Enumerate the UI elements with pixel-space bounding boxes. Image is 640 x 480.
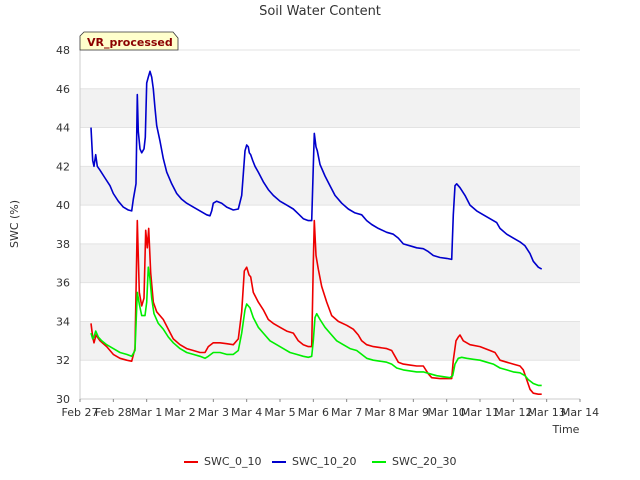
x-axis-title: Time xyxy=(552,423,580,436)
x-tick-label: Mar 14 xyxy=(561,406,599,419)
grid-band xyxy=(80,321,580,361)
x-tick-label: Mar 6 xyxy=(298,406,329,419)
x-tick-label: Mar 7 xyxy=(331,406,362,419)
x-tick-label: Mar 1 xyxy=(131,406,162,419)
x-tick-label: Mar 13 xyxy=(528,406,566,419)
y-tick-label: 32 xyxy=(56,354,70,367)
y-axis-ticks: 30 32 34 36 38 40 42 44 46 48 xyxy=(56,44,70,406)
series-line-swc-10-20 xyxy=(90,70,543,270)
legend-label: SWC_0_10 xyxy=(204,455,262,468)
y-tick-label: 36 xyxy=(56,277,70,290)
x-tick-label: Mar 5 xyxy=(264,406,295,419)
y-tick-label: 42 xyxy=(56,160,70,173)
series-line-swc-20-30 xyxy=(90,266,542,387)
y-tick-label: 46 xyxy=(56,83,70,96)
y-tick-label: 38 xyxy=(56,238,70,251)
series-line-swc-0-10 xyxy=(90,219,542,395)
gridlines xyxy=(80,49,580,400)
y-tick-label: 44 xyxy=(56,122,70,135)
badge-label: VR_processed xyxy=(87,36,173,49)
y-tick-label: 30 xyxy=(56,393,70,406)
x-tick-label: Mar 11 xyxy=(461,406,499,419)
y-tick-label: 48 xyxy=(56,44,70,57)
x-tick-label: Feb 27 xyxy=(62,406,99,419)
vr-processed-badge: VR_processed xyxy=(79,31,179,51)
series-lines xyxy=(90,70,543,395)
x-tick-label: Mar 9 xyxy=(398,406,429,419)
plot-background-bands xyxy=(80,50,580,399)
y-axis-title: SWC (%) xyxy=(8,200,21,248)
x-tick-label: Mar 12 xyxy=(494,406,532,419)
x-tick-label: Mar 4 xyxy=(231,406,262,419)
badge-shape xyxy=(79,31,179,51)
axes xyxy=(79,50,580,400)
legend-label: SWC_10_20 xyxy=(292,455,357,468)
grid-band xyxy=(80,88,580,128)
x-tick-label: Mar 2 xyxy=(164,406,195,419)
x-tick-label: Mar 3 xyxy=(198,406,229,419)
y-tick-label: 34 xyxy=(56,315,70,328)
x-tick-label: Mar 8 xyxy=(364,406,395,419)
legend-label: SWC_20_30 xyxy=(392,455,457,468)
x-tick-label: Mar 10 xyxy=(428,406,466,419)
chart-title: Soil Water Content xyxy=(259,4,381,19)
x-tick-label: Feb 28 xyxy=(95,406,132,419)
grid-band xyxy=(80,243,580,283)
y-tick-label: 40 xyxy=(56,199,70,212)
legend: SWC_0_10 SWC_10_20 SWC_20_30 xyxy=(184,455,457,468)
